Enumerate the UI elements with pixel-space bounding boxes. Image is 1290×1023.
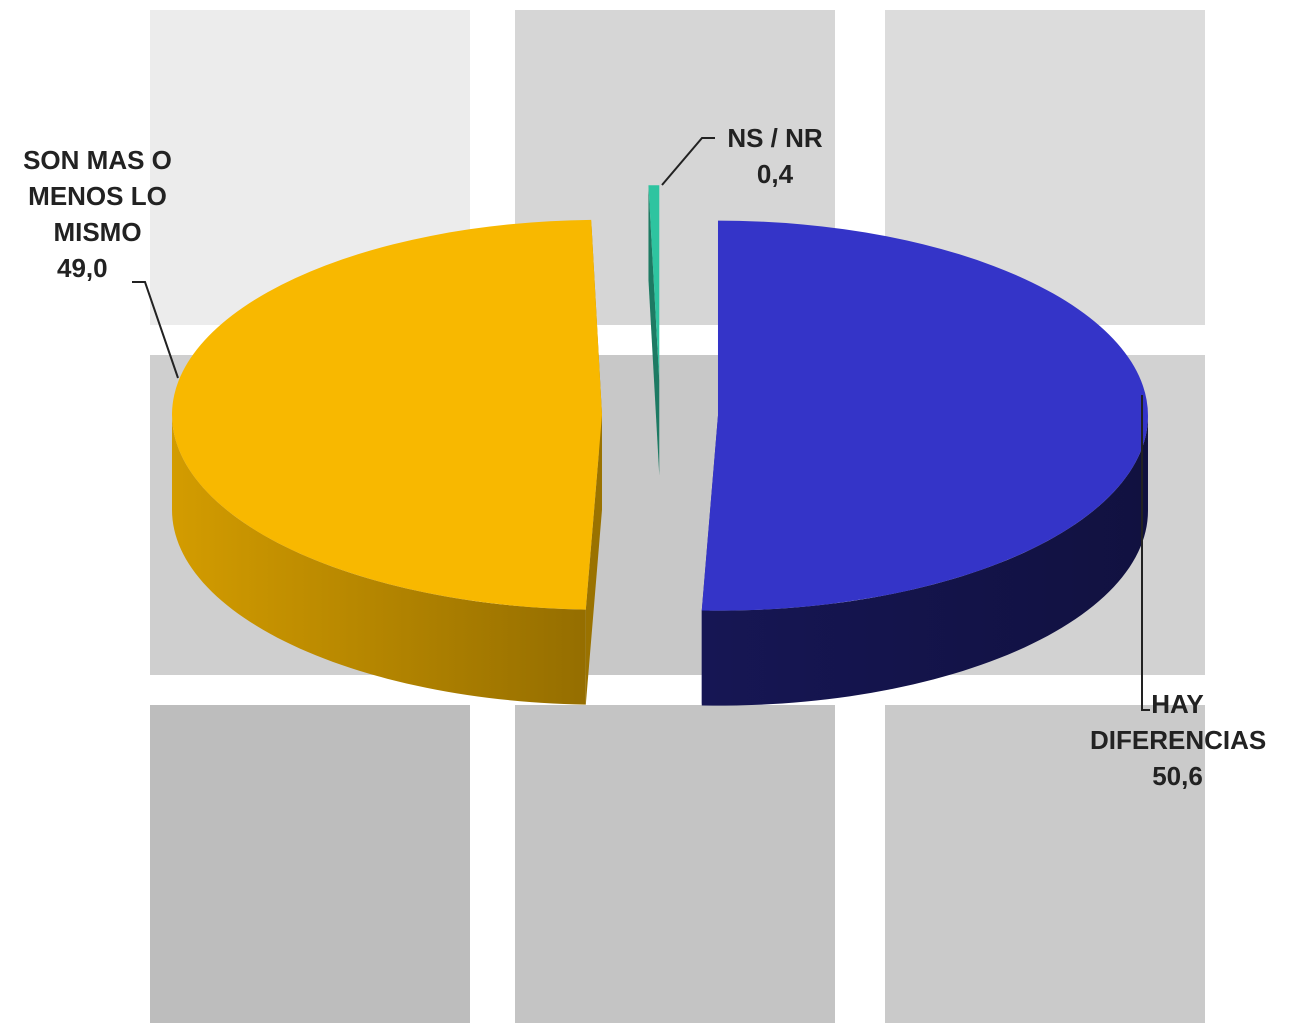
category-label: NS / NR (727, 123, 823, 153)
slice-label: HAY DIFERENCIAS 50,6 (1090, 686, 1267, 794)
pie (171, 185, 1148, 706)
leader-line (1141, 395, 1150, 711)
photo (150, 705, 470, 1023)
photo (885, 705, 1205, 1023)
slice (648, 185, 660, 381)
photo (515, 705, 835, 1023)
category-label: HAY DIFERENCIAS (1090, 689, 1267, 755)
leader-lines (132, 137, 1150, 711)
leader-line (661, 137, 715, 186)
slice-side (172, 414, 586, 705)
slice (171, 219, 603, 610)
slice-wall (648, 185, 660, 476)
slice (701, 220, 1148, 611)
slice-label: NS / NR 0,4 (710, 120, 840, 192)
slice-wall (585, 414, 603, 705)
slice-side (701, 415, 1148, 706)
slice-sides (172, 414, 1148, 706)
value-label: 49,0 (57, 253, 108, 283)
category-label: SON MAS O MENOS LO MISMO (23, 145, 172, 247)
slice-tops (171, 185, 1148, 611)
value-label: 50,6 (1152, 761, 1203, 791)
leader-line (132, 281, 179, 379)
slice-label: SON MAS O MENOS LO MISMO 49,0 (5, 142, 190, 286)
value-label: 0,4 (756, 159, 794, 189)
